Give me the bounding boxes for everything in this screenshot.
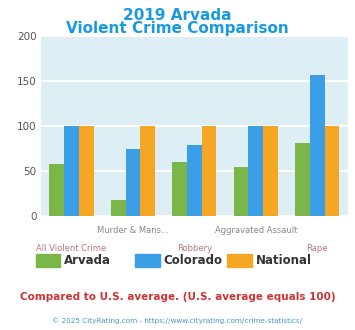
- Bar: [79, 126, 94, 216]
- Text: Robbery: Robbery: [177, 244, 212, 253]
- Bar: [202, 126, 217, 216]
- Bar: [263, 126, 278, 216]
- Text: Arvada: Arvada: [64, 254, 111, 267]
- Text: Violent Crime Comparison: Violent Crime Comparison: [66, 21, 289, 36]
- Text: Compared to U.S. average. (U.S. average equals 100): Compared to U.S. average. (U.S. average …: [20, 292, 335, 302]
- Bar: [126, 149, 140, 216]
- Bar: [187, 145, 202, 216]
- Text: Aggravated Assault: Aggravated Assault: [214, 226, 297, 235]
- Text: Rape: Rape: [306, 244, 328, 253]
- Text: National: National: [256, 254, 312, 267]
- Bar: [324, 126, 339, 216]
- Text: Colorado: Colorado: [163, 254, 222, 267]
- Text: All Violent Crime: All Violent Crime: [37, 244, 106, 253]
- Bar: [248, 126, 263, 216]
- Bar: [310, 75, 324, 216]
- Bar: [234, 167, 248, 216]
- Bar: [172, 162, 187, 216]
- Bar: [111, 200, 126, 216]
- Bar: [295, 143, 310, 216]
- Text: Murder & Mans...: Murder & Mans...: [97, 226, 169, 235]
- Bar: [140, 126, 155, 216]
- Bar: [64, 126, 79, 216]
- Bar: [49, 164, 64, 216]
- Text: © 2025 CityRating.com - https://www.cityrating.com/crime-statistics/: © 2025 CityRating.com - https://www.city…: [53, 317, 302, 324]
- Text: 2019 Arvada: 2019 Arvada: [123, 8, 232, 23]
